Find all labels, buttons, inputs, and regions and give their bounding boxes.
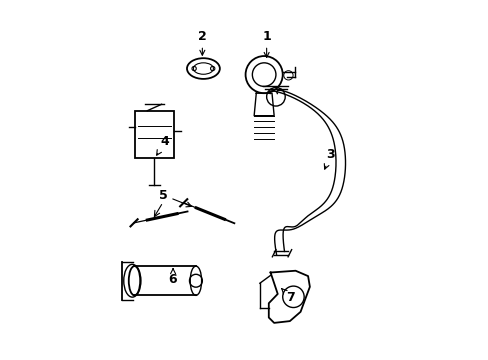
Text: 3: 3 (324, 148, 335, 169)
Text: 2: 2 (198, 30, 206, 55)
Text: 5: 5 (158, 189, 191, 207)
Text: 1: 1 (262, 30, 270, 57)
Text: 6: 6 (168, 269, 177, 285)
Text: 4: 4 (156, 135, 169, 155)
Text: 7: 7 (281, 289, 295, 305)
Bar (135, 111, 174, 158)
